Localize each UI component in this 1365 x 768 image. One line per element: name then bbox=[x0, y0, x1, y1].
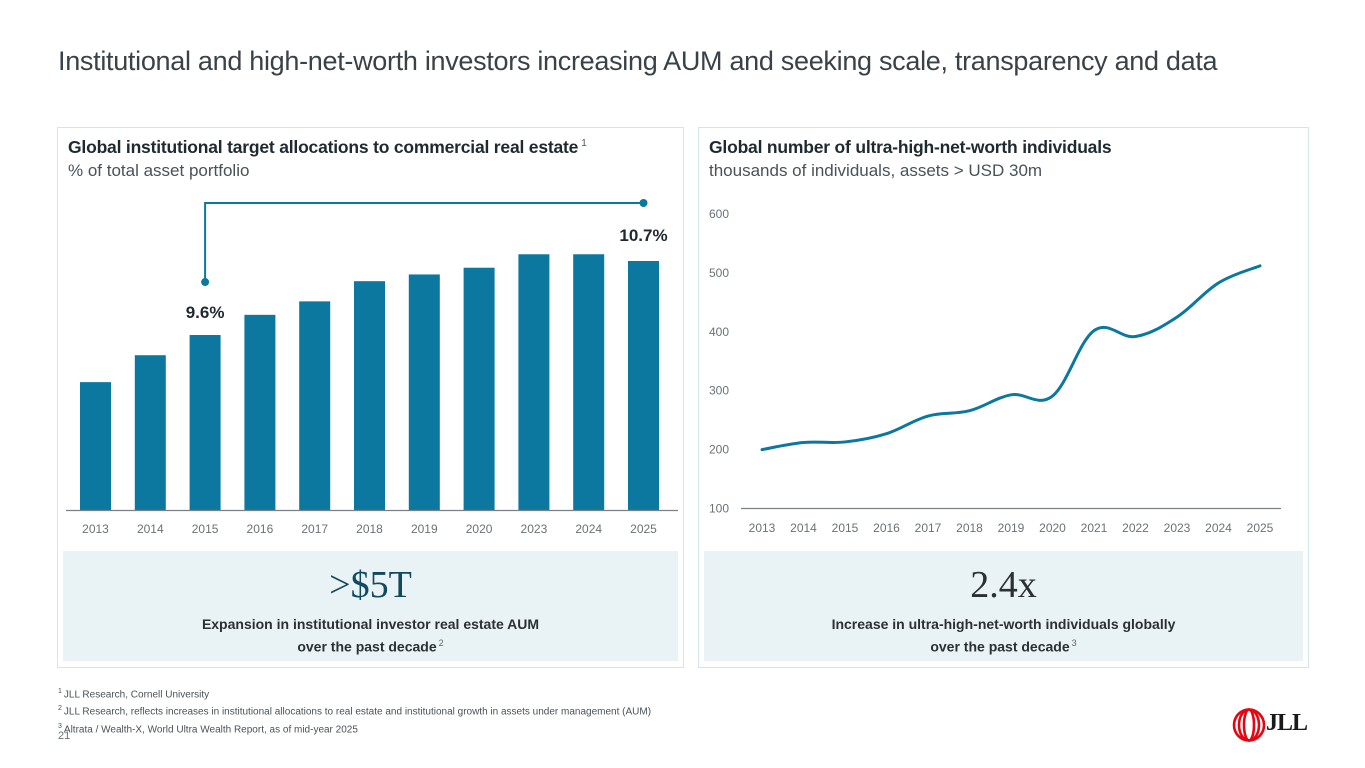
bar-chart-subtitle: % of total asset portfolio bbox=[68, 161, 250, 180]
y-tick-label: 100 bbox=[709, 502, 729, 516]
aum-callout-text: Expansion in institutional investor real… bbox=[63, 615, 678, 657]
x-tick-label: 2019 bbox=[411, 522, 438, 536]
aum-callout-line1: Expansion in institutional investor real… bbox=[201, 616, 540, 632]
y-tick-label: 400 bbox=[709, 325, 729, 339]
uhnwi-callout-line2: over the past decade 3 bbox=[704, 634, 1303, 657]
y-tick-label: 600 bbox=[709, 207, 729, 221]
uhnwi-callout-value: 2.4x bbox=[970, 564, 1037, 606]
uhnwi-series-line bbox=[760, 264, 1262, 452]
footnote-number: 2 bbox=[58, 705, 62, 713]
bar-2017 bbox=[299, 301, 331, 510]
uhnwi-panel: Global number of ultra-high-net-worth in… bbox=[698, 127, 1309, 668]
footnote-text: Altrata / Wealth-X, World Ultra Wealth R… bbox=[63, 723, 358, 735]
uhnwi-callout-text: Increase in ultra-high-net-worth individ… bbox=[704, 615, 1303, 657]
bar-2015 bbox=[189, 335, 221, 510]
footnote-ref: 2 bbox=[438, 638, 444, 648]
uhnwi-callout-line2-text: over the past decade bbox=[930, 638, 1070, 655]
data-label-2025: 10.7% bbox=[619, 226, 667, 245]
uhnwi-callout-line1: Increase in ultra-high-net-worth individ… bbox=[831, 616, 1176, 632]
x-tick-label: 2025 bbox=[1247, 521, 1274, 535]
y-tick-label: 500 bbox=[709, 266, 729, 280]
x-tick-label: 2022 bbox=[1122, 521, 1149, 535]
bar-chart: 2013 2014 2015 2016 2017 2018 2019 2020 2023 2024… bbox=[66, 199, 678, 536]
footnote-number: 1 bbox=[58, 688, 62, 695]
x-tick-label: 2015 bbox=[192, 522, 219, 536]
x-tick-label: 2013 bbox=[82, 522, 109, 536]
footnote-text: JLL Research, reflects increases in inst… bbox=[63, 706, 652, 718]
bar-2020 bbox=[463, 267, 495, 510]
x-tick-label: 2023 bbox=[1164, 521, 1191, 535]
y-tick-label: 200 bbox=[709, 443, 729, 457]
x-tick-label: 2020 bbox=[466, 522, 493, 536]
footnote-text: JLL Research, Cornell University bbox=[63, 689, 210, 701]
bar-chart-title: Global institutional target allocations … bbox=[68, 137, 587, 158]
x-tick-label: 2018 bbox=[356, 522, 383, 536]
page-title: Institutional and high-net-worth investo… bbox=[58, 46, 1218, 76]
x-tick-label: 2019 bbox=[998, 521, 1025, 535]
x-tick-label: 2024 bbox=[1205, 521, 1232, 535]
aum-callout-value: >$5T bbox=[329, 564, 412, 606]
x-tick-label: 2017 bbox=[301, 522, 328, 536]
jll-helix-icon bbox=[1232, 708, 1266, 742]
jll-logo-text: JLL bbox=[1266, 710, 1308, 736]
footnotes: 1 JLL Research, Cornell University 2 JLL R… bbox=[58, 685, 651, 737]
line-chart: 100 200 300 400 500 600 2013 2014 2015 2016 2017 20… bbox=[709, 207, 1281, 535]
bar-2016 bbox=[244, 314, 276, 510]
x-tick-label: 2025 bbox=[630, 522, 657, 536]
aum-callout: >$5T Expansion in institutional investor… bbox=[63, 551, 678, 661]
uhnwi-callout: 2.4x Increase in ultra-high-net-worth in… bbox=[704, 551, 1303, 661]
data-label-2015: 9.6% bbox=[186, 303, 225, 322]
bar-2025 bbox=[628, 260, 659, 510]
bar-2023 bbox=[518, 254, 550, 510]
institutional-allocation-panel: Global institutional target allocations … bbox=[57, 127, 684, 668]
footnote-ref: 3 bbox=[1071, 638, 1077, 648]
x-tick-label: 2024 bbox=[575, 522, 602, 536]
x-tick-label: 2016 bbox=[873, 521, 900, 535]
x-tick-label: 2015 bbox=[832, 521, 859, 535]
bar-2018 bbox=[354, 281, 385, 510]
aum-callout-line2-text: over the past decade bbox=[297, 638, 437, 655]
x-tick-label: 2018 bbox=[956, 521, 983, 535]
line-chart-title: Global number of ultra-high-net-worth in… bbox=[709, 137, 1112, 157]
bracket-end-dot bbox=[639, 199, 648, 207]
footnote-1: 1 JLL Research, Cornell University bbox=[58, 685, 651, 702]
x-tick-label: 2014 bbox=[137, 522, 164, 536]
x-tick-label: 2020 bbox=[1039, 521, 1066, 535]
footnote-number: 3 bbox=[58, 722, 62, 730]
footnote-2: 2 JLL Research, reflects increases in ins… bbox=[58, 702, 651, 719]
x-tick-label: 2016 bbox=[247, 522, 274, 536]
bar-2013 bbox=[80, 382, 111, 510]
x-tick-label: 2023 bbox=[521, 522, 548, 536]
x-tick-label: 2014 bbox=[790, 521, 817, 535]
bar-chart-title-text: Global institutional target allocations … bbox=[68, 137, 579, 157]
x-tick-label: 2017 bbox=[915, 521, 942, 535]
footnote-ref: 1 bbox=[581, 138, 587, 150]
x-tick-label: 2013 bbox=[749, 521, 776, 535]
line-chart-subtitle: thousands of individuals, assets > USD 3… bbox=[709, 161, 1043, 180]
page-number: 21 bbox=[58, 730, 71, 742]
x-tick-label: 2021 bbox=[1081, 521, 1108, 535]
bracket-start-dot bbox=[201, 278, 210, 287]
bar-2024 bbox=[573, 254, 605, 510]
footnote-3: 3 Altrata / Wealth-X, World Ultra Wealth … bbox=[58, 720, 651, 737]
growth-bracket bbox=[204, 202, 644, 283]
jll-logo: JLL bbox=[1232, 708, 1312, 742]
y-tick-label: 300 bbox=[709, 384, 729, 398]
aum-callout-line2: over the past decade 2 bbox=[63, 634, 678, 657]
bar-2019 bbox=[408, 274, 440, 510]
bar-2014 bbox=[134, 355, 166, 510]
